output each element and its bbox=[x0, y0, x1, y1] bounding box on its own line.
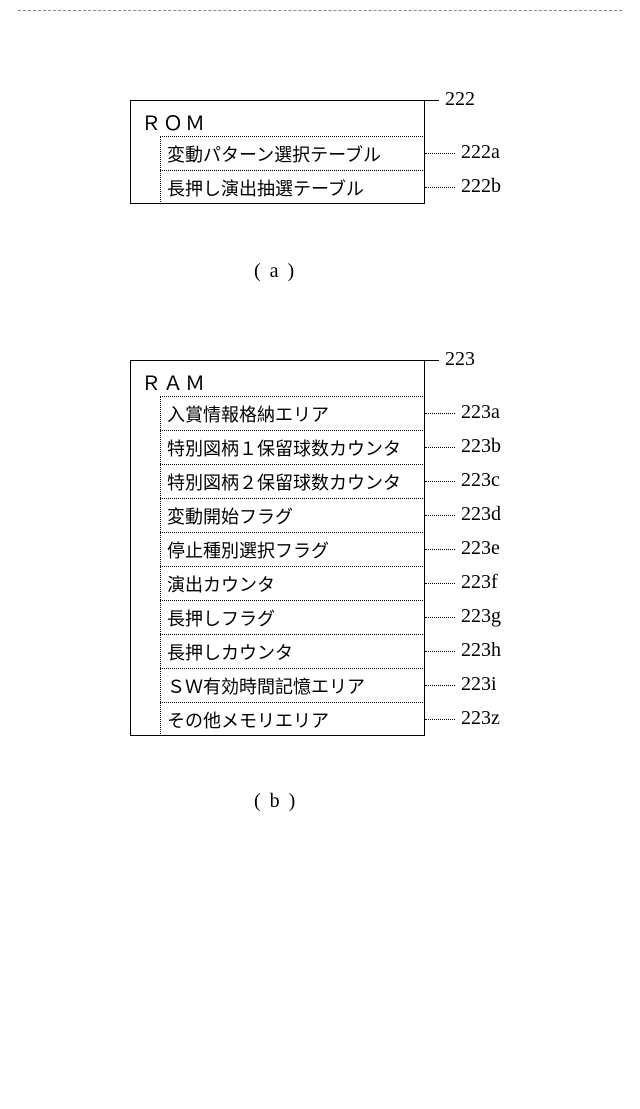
ref-number: 222 bbox=[445, 88, 475, 111]
ref-number: 223z bbox=[461, 707, 500, 730]
ref-leader-dotted bbox=[425, 549, 455, 550]
memory-row: 特別図柄２保留球数カウンタ bbox=[160, 464, 425, 498]
figure-canvas: ＲＯＭ ＲＡＭ ( a ) ( b ) 222 変動パターン選択テーブル 222a 長… bbox=[0, 0, 640, 1109]
memory-row-label: 演出カウンタ bbox=[167, 571, 275, 597]
memory-row-label: その他メモリエリア bbox=[167, 707, 329, 733]
ref-leader-dotted bbox=[425, 719, 455, 720]
ram-title: ＲＡＭ bbox=[141, 367, 207, 396]
ref-leader-dotted bbox=[425, 153, 455, 154]
ref-number: 223e bbox=[461, 537, 500, 560]
ref-number: 223f bbox=[461, 571, 498, 594]
memory-row: 演出カウンタ bbox=[160, 566, 425, 600]
ref-leader-dotted bbox=[425, 413, 455, 414]
ref-leader-solid bbox=[425, 360, 439, 361]
memory-row-label: ＳＷ有効時間記憶エリア bbox=[167, 673, 365, 699]
memory-row-label: 長押しフラグ bbox=[167, 605, 275, 631]
memory-row-label: 停止種別選択フラグ bbox=[167, 537, 329, 563]
ref-leader-dotted bbox=[425, 617, 455, 618]
ref-number: 223g bbox=[461, 605, 501, 628]
ref-number: 223i bbox=[461, 673, 497, 696]
ref-leader-dotted bbox=[425, 651, 455, 652]
rom-title: ＲＯＭ bbox=[141, 107, 207, 136]
page-top-rule bbox=[18, 10, 622, 11]
ref-leader-dotted bbox=[425, 515, 455, 516]
memory-row-label: 特別図柄１保留球数カウンタ bbox=[167, 435, 401, 461]
ref-leader-dotted bbox=[425, 447, 455, 448]
memory-row: 長押しカウンタ bbox=[160, 634, 425, 668]
ref-leader-solid bbox=[425, 100, 439, 101]
ref-leader-dotted bbox=[425, 685, 455, 686]
subfigure-label-a: ( a ) bbox=[254, 260, 296, 283]
memory-row: 特別図柄１保留球数カウンタ bbox=[160, 430, 425, 464]
memory-row: 長押し演出抽選テーブル bbox=[160, 170, 425, 204]
memory-row: 変動パターン選択テーブル bbox=[160, 136, 425, 170]
memory-row: その他メモリエリア bbox=[160, 702, 425, 736]
ref-number: 223h bbox=[461, 639, 501, 662]
memory-row: 長押しフラグ bbox=[160, 600, 425, 634]
memory-row-label: 長押しカウンタ bbox=[167, 639, 293, 665]
ref-number: 223c bbox=[461, 469, 500, 492]
ref-number: 222a bbox=[461, 141, 500, 164]
memory-row-label: 変動パターン選択テーブル bbox=[167, 141, 381, 167]
memory-row: ＳＷ有効時間記憶エリア bbox=[160, 668, 425, 702]
memory-row-label: 長押し演出抽選テーブル bbox=[167, 175, 364, 201]
ref-leader-dotted bbox=[425, 583, 455, 584]
memory-row: 入賞情報格納エリア bbox=[160, 396, 425, 430]
subfigure-label-b: ( b ) bbox=[254, 790, 297, 813]
ref-number: 223d bbox=[461, 503, 501, 526]
ref-number: 223 bbox=[445, 348, 475, 371]
memory-row: 停止種別選択フラグ bbox=[160, 532, 425, 566]
memory-row-label: 特別図柄２保留球数カウンタ bbox=[167, 469, 401, 495]
memory-row-label: 変動開始フラグ bbox=[167, 503, 293, 529]
ref-leader-dotted bbox=[425, 481, 455, 482]
ref-number: 223b bbox=[461, 435, 501, 458]
memory-row-label: 入賞情報格納エリア bbox=[167, 401, 329, 427]
ref-number: 223a bbox=[461, 401, 500, 424]
memory-row: 変動開始フラグ bbox=[160, 498, 425, 532]
ref-leader-dotted bbox=[425, 187, 455, 188]
ref-number: 222b bbox=[461, 175, 501, 198]
